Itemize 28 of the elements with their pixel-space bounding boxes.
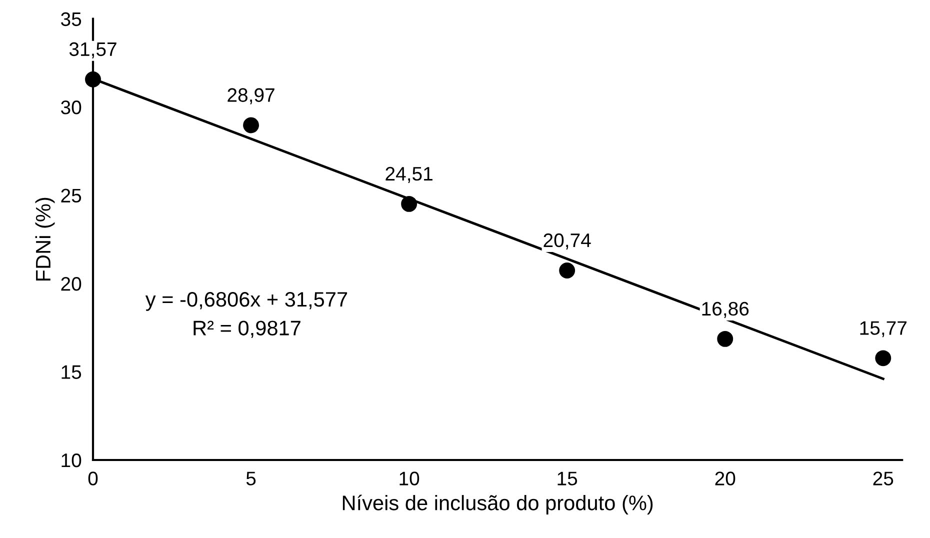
annotation: R² = 0,9817 (194, 320, 300, 338)
x-tick-label: 20 (715, 472, 736, 486)
x-tick-label: 10 (400, 472, 420, 486)
y-axis-title: FDNi (%) (35, 198, 55, 281)
x-axis-title: Níveis de inclusão do produto (%) (342, 494, 653, 514)
x-tick-label: 15 (558, 472, 578, 486)
point (875, 350, 892, 366)
data-label: 24,51 (386, 166, 432, 183)
y-tick-label: 15 (62, 365, 82, 379)
x-tick-label: 25 (873, 472, 894, 486)
data-label: 15,77 (860, 321, 906, 338)
x-tick-label: 0 (88, 472, 98, 486)
y-tick-label: 20 (61, 276, 82, 291)
data-label: 31,57 (69, 42, 116, 58)
point (243, 117, 260, 134)
annotation: y = -0,6806x + 31,577 (145, 292, 348, 311)
data-label: 16,86 (702, 302, 749, 318)
data-label: 28,97 (228, 88, 274, 104)
point (401, 196, 418, 212)
y-tick-label: 35 (61, 12, 82, 26)
point (85, 71, 101, 88)
point (717, 330, 734, 347)
data-label: 20,74 (544, 233, 591, 250)
y-tick-label: 25 (61, 188, 82, 203)
point (559, 262, 576, 278)
x-tick-label: 5 (246, 472, 256, 486)
y-tick-label: 30 (61, 100, 82, 114)
y-tick-label: 10 (62, 453, 82, 468)
